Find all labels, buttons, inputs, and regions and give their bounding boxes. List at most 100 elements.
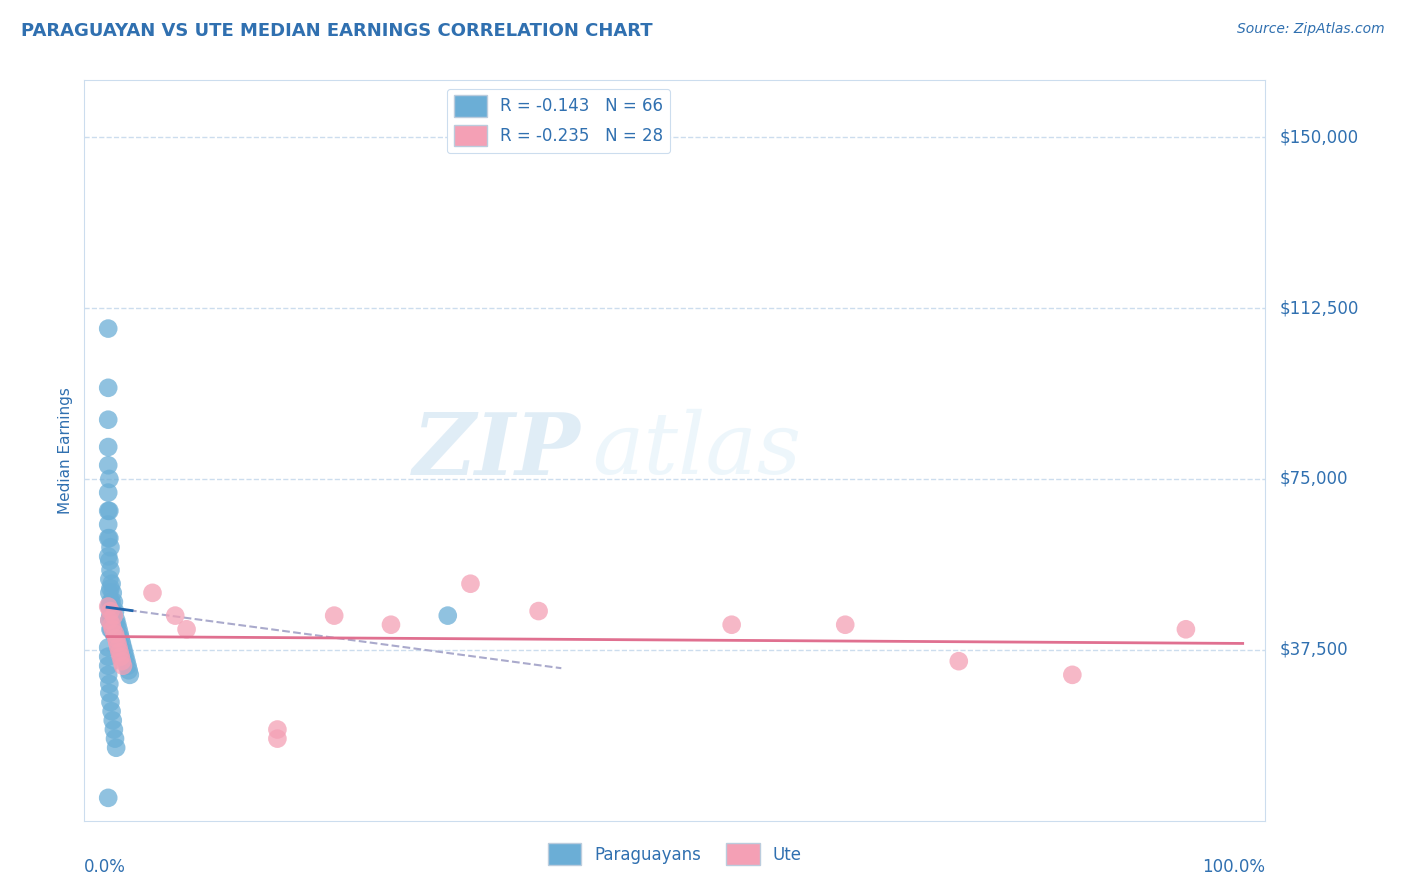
Text: 0.0%: 0.0% xyxy=(84,858,127,876)
Point xyxy=(97,458,120,473)
Point xyxy=(104,731,127,746)
Point xyxy=(101,714,124,728)
Point xyxy=(101,604,124,618)
Point xyxy=(103,613,125,627)
Point xyxy=(98,613,121,627)
Point xyxy=(118,663,141,677)
Point xyxy=(97,485,120,500)
Point xyxy=(97,381,120,395)
Point xyxy=(105,627,128,641)
Point xyxy=(97,649,120,664)
Point xyxy=(100,595,122,609)
Point xyxy=(97,549,120,564)
Point xyxy=(165,608,187,623)
Point xyxy=(101,622,124,636)
Point xyxy=(98,472,121,486)
Point xyxy=(98,554,121,568)
Y-axis label: Median Earnings: Median Earnings xyxy=(58,387,73,514)
Text: ZIP: ZIP xyxy=(412,409,581,492)
Point xyxy=(107,636,129,650)
Point xyxy=(98,572,121,586)
Point xyxy=(111,636,134,650)
Point xyxy=(110,649,132,664)
Point xyxy=(97,517,120,532)
Point xyxy=(103,627,125,641)
Point xyxy=(100,608,122,623)
Point xyxy=(104,627,127,641)
Point xyxy=(97,640,120,655)
Point xyxy=(107,622,129,636)
Point xyxy=(100,608,122,623)
Point xyxy=(103,723,125,737)
Point xyxy=(107,640,129,655)
Point xyxy=(100,622,122,636)
Point xyxy=(98,599,121,614)
Point xyxy=(460,576,482,591)
Point xyxy=(114,649,136,664)
Point xyxy=(98,613,121,627)
Point xyxy=(98,686,121,700)
Point xyxy=(117,658,139,673)
Point xyxy=(97,321,120,335)
Point xyxy=(100,582,122,596)
Point xyxy=(101,586,124,600)
Point xyxy=(97,658,120,673)
Point xyxy=(100,604,122,618)
Point xyxy=(323,608,346,623)
Point xyxy=(105,636,128,650)
Point xyxy=(97,413,120,427)
Point xyxy=(97,668,120,682)
Point xyxy=(266,723,288,737)
Point xyxy=(103,595,125,609)
Text: $150,000: $150,000 xyxy=(1279,128,1358,146)
Point xyxy=(98,586,121,600)
Point xyxy=(100,576,122,591)
Point xyxy=(115,654,138,668)
Point xyxy=(100,617,122,632)
Point xyxy=(100,695,122,709)
Point xyxy=(105,740,128,755)
Point xyxy=(436,608,458,623)
Point xyxy=(948,654,970,668)
Point xyxy=(98,504,121,518)
Point xyxy=(111,658,134,673)
Point xyxy=(266,731,288,746)
Point xyxy=(100,704,122,718)
Point xyxy=(105,632,128,646)
Point xyxy=(108,645,131,659)
Text: Source: ZipAtlas.com: Source: ZipAtlas.com xyxy=(1237,22,1385,37)
Text: atlas: atlas xyxy=(592,409,801,491)
Point xyxy=(110,632,132,646)
Point xyxy=(111,640,134,655)
Point xyxy=(97,599,120,614)
Point xyxy=(105,617,128,632)
Legend: Paraguayans, Ute: Paraguayans, Ute xyxy=(541,837,808,871)
Point xyxy=(98,531,121,545)
Point xyxy=(108,627,131,641)
Point xyxy=(103,608,125,623)
Point xyxy=(380,617,402,632)
Point xyxy=(1174,622,1197,636)
Point xyxy=(104,617,127,632)
Point xyxy=(100,595,122,609)
Point xyxy=(118,668,141,682)
Point xyxy=(100,622,122,636)
Point xyxy=(112,645,135,659)
Point xyxy=(100,541,122,555)
Point xyxy=(141,586,163,600)
Text: $112,500: $112,500 xyxy=(1279,299,1358,317)
Point xyxy=(105,613,128,627)
Point xyxy=(97,790,120,805)
Point xyxy=(105,632,128,646)
Point xyxy=(1062,668,1084,682)
Point xyxy=(97,440,120,454)
Point xyxy=(104,604,127,618)
Text: $75,000: $75,000 xyxy=(1279,470,1348,488)
Point xyxy=(176,622,198,636)
Point xyxy=(720,617,742,632)
Point xyxy=(111,654,134,668)
Text: PARAGUAYAN VS UTE MEDIAN EARNINGS CORRELATION CHART: PARAGUAYAN VS UTE MEDIAN EARNINGS CORREL… xyxy=(21,22,652,40)
Text: $37,500: $37,500 xyxy=(1279,640,1348,659)
Point xyxy=(834,617,856,632)
Point xyxy=(97,531,120,545)
